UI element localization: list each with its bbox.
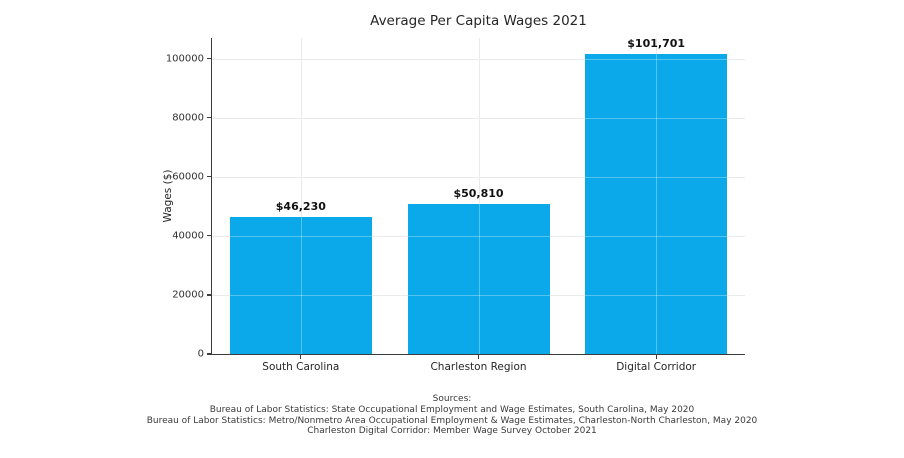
gridline-vertical-overlay <box>478 38 480 354</box>
y-tick-label: 80000 <box>172 112 204 124</box>
x-tick-label: Digital Corridor <box>616 361 697 373</box>
source-line: Charleston Digital Corridor: Member Wage… <box>307 426 597 437</box>
gridline-horizontal-overlay <box>212 294 745 296</box>
gridline-horizontal-overlay <box>212 58 745 60</box>
source-line: Bureau of Labor Statistics: Metro/Nonmet… <box>146 415 758 426</box>
y-tick-label: 40000 <box>172 230 204 242</box>
gridline-horizontal-overlay <box>212 117 745 119</box>
bar <box>229 217 372 354</box>
x-tick-mark <box>655 355 657 359</box>
y-tick-label: 100000 <box>165 53 204 65</box>
y-axis-spine <box>211 38 213 354</box>
y-tick-mark <box>207 117 211 119</box>
x-tick-label: South Carolina <box>262 361 340 373</box>
y-tick-mark <box>207 353 211 355</box>
x-tick-label: Charleston Region <box>430 361 527 373</box>
y-tick-mark <box>207 58 211 60</box>
gridline-horizontal-overlay <box>212 235 745 237</box>
x-tick-mark <box>300 355 302 359</box>
bar-value-label: $46,230 <box>275 200 326 214</box>
y-tick-mark <box>207 176 211 178</box>
x-axis-spine <box>211 353 745 355</box>
source-line: Bureau of Labor Statistics: State Occupa… <box>209 404 695 415</box>
y-tick-label: 20000 <box>172 289 204 301</box>
gridline-vertical-overlay <box>656 38 658 354</box>
gridline-vertical <box>478 38 480 354</box>
bar-value-label: $50,810 <box>453 186 504 200</box>
gridline-horizontal-overlay <box>212 176 745 178</box>
bar-value-label: $101,701 <box>627 36 686 50</box>
y-tick-mark <box>207 294 211 296</box>
chart-title: Average Per Capita Wages 2021 <box>370 13 587 29</box>
plot-area: 0 20000 40000 60000 80000 100000 $46,230 South … <box>166 36 745 373</box>
y-tick-label: 60000 <box>172 171 204 183</box>
bar <box>585 53 728 354</box>
bar <box>407 203 550 354</box>
y-tick-label: 0 <box>197 348 204 360</box>
x-tick-mark <box>477 355 480 359</box>
gridline-vertical <box>300 38 302 354</box>
y-tick-mark <box>207 235 211 237</box>
gridline-vertical-overlay <box>300 38 302 354</box>
sources-heading: Sources: <box>432 394 472 404</box>
sources-block: Sources: Bureau of Labor Statistics: Sta… <box>0 394 904 437</box>
